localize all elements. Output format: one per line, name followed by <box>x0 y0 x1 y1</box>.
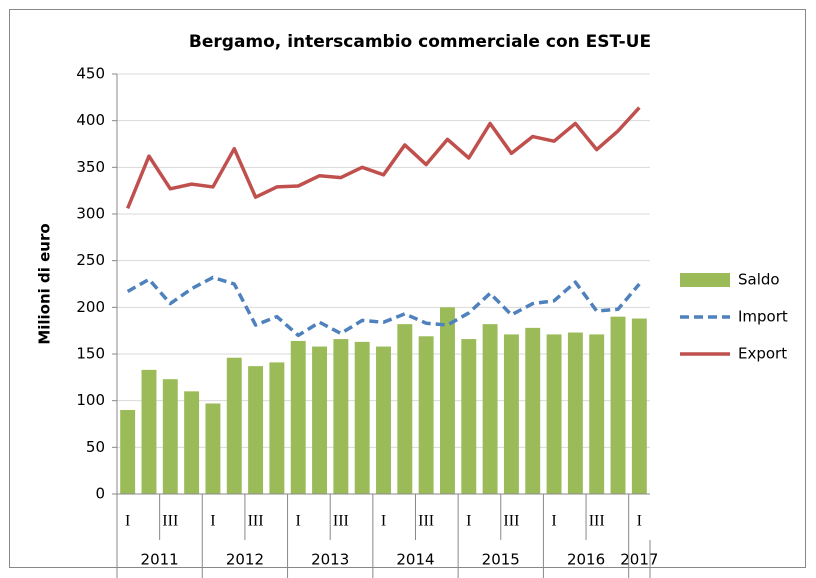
y-tick-label: 100 <box>76 391 105 409</box>
x-tick-label: I <box>210 513 215 530</box>
bar <box>397 324 413 494</box>
x-tick-label: III <box>589 513 605 530</box>
bar <box>589 334 605 494</box>
bar <box>290 340 306 494</box>
series-line <box>126 275 641 338</box>
bar <box>503 334 519 494</box>
bar <box>226 357 242 494</box>
bar <box>610 316 626 494</box>
bar <box>248 366 264 494</box>
bar <box>184 391 200 494</box>
bar <box>269 362 285 494</box>
x-group-label: 2011 <box>141 551 179 569</box>
bar <box>333 339 349 494</box>
bar <box>162 379 178 494</box>
x-group-label: 2012 <box>226 551 264 569</box>
bar <box>546 334 562 494</box>
x-tick-label: I <box>551 513 556 530</box>
bar <box>312 346 328 494</box>
bar <box>461 339 477 494</box>
y-tick-label: 150 <box>76 345 105 363</box>
x-tick-label: I <box>296 513 301 530</box>
chart-title: Bergamo, interscambio commerciale con ES… <box>189 32 651 52</box>
x-group-label: 2016 <box>567 551 605 569</box>
y-tick-label: 300 <box>76 205 105 223</box>
x-tick-label: I <box>466 513 471 530</box>
bar <box>525 327 541 494</box>
bar <box>631 318 647 494</box>
y-tick-label: 50 <box>86 438 105 456</box>
x-tick-label: III <box>418 513 434 530</box>
bar <box>141 369 157 494</box>
bar <box>439 307 455 494</box>
y-axis-label: Milioni di euro <box>36 223 54 344</box>
y-tick-label: 400 <box>76 111 105 129</box>
legend-label: Saldo <box>738 271 780 289</box>
x-tick-label: I <box>125 513 130 530</box>
y-tick-label: 350 <box>76 158 105 176</box>
bar <box>376 346 391 494</box>
y-tick-label: 450 <box>76 65 105 83</box>
legend-label: Export <box>738 345 787 363</box>
bar <box>205 403 221 494</box>
bar <box>482 324 498 494</box>
x-group-label: 2013 <box>311 551 349 569</box>
bar <box>354 341 370 494</box>
x-tick-label: I <box>381 513 386 530</box>
legend-swatch <box>680 273 730 287</box>
y-tick-label: 0 <box>95 485 105 503</box>
x-group-label: 2017 <box>620 551 658 569</box>
legend-label: Import <box>738 308 788 326</box>
y-tick-label: 250 <box>76 251 105 269</box>
bar <box>418 336 434 494</box>
x-tick-label: III <box>248 513 264 530</box>
x-group-label: 2015 <box>482 551 520 569</box>
y-tick-label: 200 <box>76 298 105 316</box>
x-tick-label: III <box>162 513 178 530</box>
x-tick-label: III <box>503 513 519 530</box>
x-group-label: 2014 <box>396 551 434 569</box>
series-line <box>126 106 641 210</box>
bar <box>120 410 136 494</box>
bar <box>567 332 583 494</box>
x-tick-label: III <box>333 513 349 530</box>
x-tick-label: I <box>637 513 642 530</box>
